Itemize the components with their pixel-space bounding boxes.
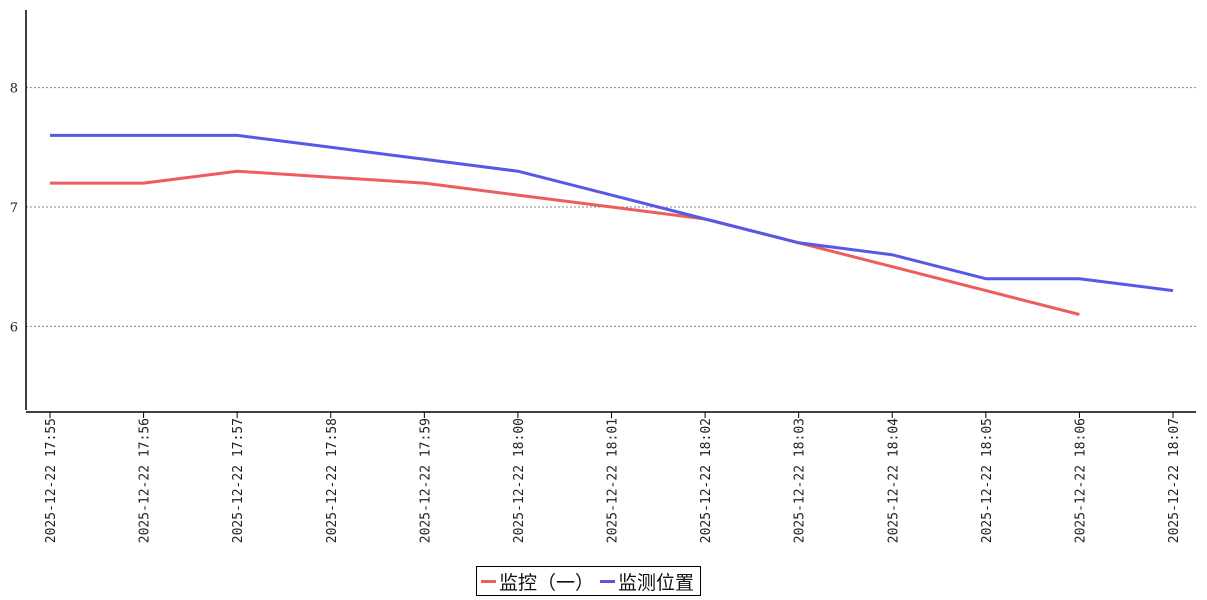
legend: 监控（一） 监测位置 xyxy=(476,566,702,596)
y-tick-label: 8 xyxy=(10,82,18,97)
x-tick-label: 2025-12-22 18:06 xyxy=(1073,418,1088,543)
x-tick-label: 2025-12-22 18:07 xyxy=(1167,418,1182,543)
x-tick-label: 2025-12-22 17:55 xyxy=(44,418,59,543)
x-tick-label: 2025-12-22 18:03 xyxy=(793,418,808,543)
y-tick-label: 6 xyxy=(10,320,18,335)
x-tick-label: 2025-12-22 18:02 xyxy=(699,418,714,543)
x-tick-label: 2025-12-22 18:01 xyxy=(606,418,621,543)
x-tick-labels: 2025-12-22 17:55 2025-12-22 17:56 2025-12-… xyxy=(44,412,1182,543)
legend-label-series-2: 监测位置 xyxy=(618,571,695,594)
series-line-2 xyxy=(50,133,1174,293)
axes xyxy=(25,10,1196,413)
legend-item-series-2[interactable]: 监测位置 xyxy=(600,568,694,595)
y-tick-label: 7 xyxy=(10,201,18,216)
x-tick-label: 2025-12-22 18:05 xyxy=(980,418,995,543)
legend-label-series-1: 监控（一） xyxy=(499,571,595,594)
x-tick-label: 2025-12-22 18:04 xyxy=(886,418,901,543)
series-lines xyxy=(50,133,1174,316)
x-tick-label: 2025-12-22 17:57 xyxy=(231,418,246,543)
legend-swatch-series-1 xyxy=(481,579,496,583)
x-tick-label: 2025-12-22 17:56 xyxy=(138,418,153,543)
x-tick-label: 2025-12-22 17:58 xyxy=(325,418,340,543)
series-line-1 xyxy=(50,169,1080,316)
y-tick-labels: 6 7 8 xyxy=(10,82,18,336)
x-tick-label: 2025-12-22 18:00 xyxy=(512,418,527,543)
legend-swatch-series-2 xyxy=(600,579,616,583)
x-tick-label: 2025-12-22 17:59 xyxy=(418,418,433,543)
legend-item-series-1[interactable]: 监控（一） xyxy=(481,568,594,595)
